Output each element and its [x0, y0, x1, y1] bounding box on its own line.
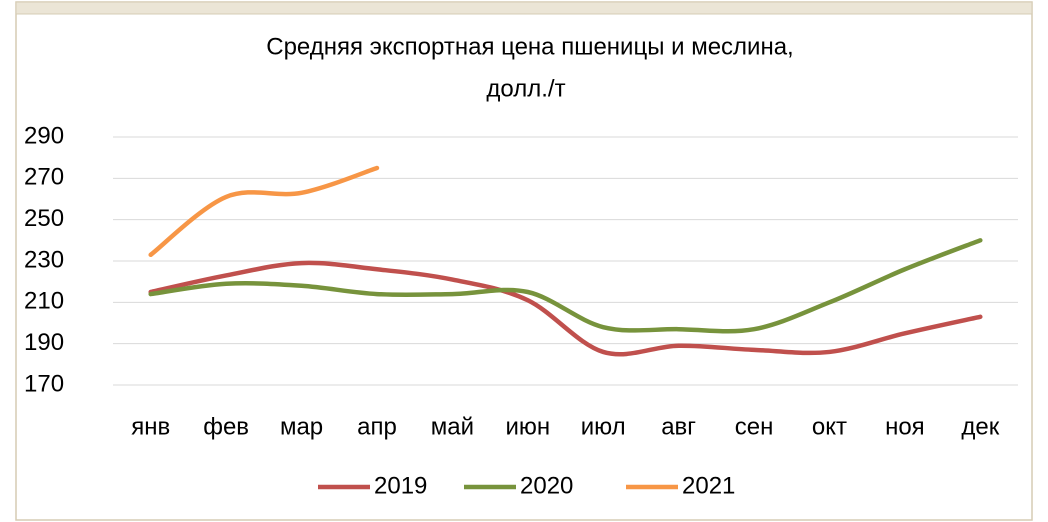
- legend-label: 2019: [374, 472, 427, 499]
- x-tick-label: ноя: [885, 413, 925, 440]
- series-line: [148, 238, 983, 334]
- x-tick-label: янв: [131, 413, 170, 440]
- x-tick-label: июн: [505, 413, 550, 440]
- x-tick-label: сен: [735, 413, 774, 440]
- y-tick-label: 190: [24, 329, 64, 356]
- y-tick-label: 230: [24, 246, 64, 273]
- y-tick-label: 170: [24, 370, 64, 397]
- series-line: [148, 165, 380, 258]
- legend-label: 2021: [682, 472, 735, 499]
- y-tick-label: 210: [24, 288, 64, 315]
- chart-title: долл./т: [486, 75, 565, 102]
- x-tick-label: мар: [280, 413, 323, 440]
- chart-title: Средняя экспортная цена пшеницы и меслин…: [266, 33, 793, 60]
- x-tick-label: дек: [961, 413, 999, 440]
- legend-label: 2020: [520, 472, 573, 499]
- series-line: [148, 260, 983, 357]
- y-tick-label: 270: [24, 164, 64, 191]
- x-tick-label: окт: [812, 413, 847, 440]
- frame-strip: [15, 1, 1033, 15]
- y-tick-label: 250: [24, 205, 64, 232]
- x-tick-label: апр: [357, 413, 397, 440]
- x-tick-label: май: [431, 413, 474, 440]
- x-tick-label: июл: [581, 413, 626, 440]
- y-tick-label: 290: [24, 122, 64, 149]
- x-tick-label: авг: [661, 413, 696, 440]
- x-tick-label: фев: [203, 413, 249, 440]
